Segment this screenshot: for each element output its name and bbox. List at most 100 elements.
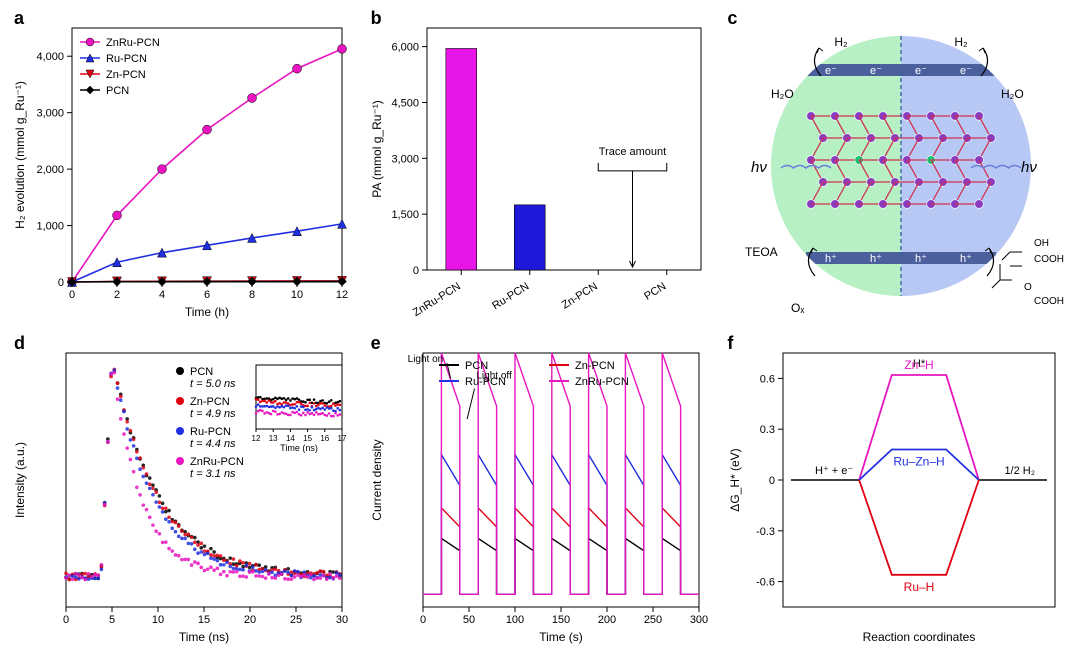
panel-d-chart: 051015202530Time (ns)Intensity (a.u.)PCN… xyxy=(10,331,356,647)
svg-text:10: 10 xyxy=(152,614,164,626)
svg-text:15: 15 xyxy=(198,614,210,626)
svg-text:Time (ns): Time (ns) xyxy=(280,443,318,453)
svg-text:25: 25 xyxy=(290,614,302,626)
svg-text:Zn-PCN: Zn-PCN xyxy=(559,280,599,311)
svg-text:Oₓ: Oₓ xyxy=(791,301,804,315)
svg-text:Time (h): Time (h) xyxy=(185,305,229,319)
panel-f: f -0.6-0.300.30.6ΔG_H* (eV)Reaction coor… xyxy=(723,331,1070,652)
svg-text:0: 0 xyxy=(420,614,426,626)
svg-text:PA (mmol g_Ru⁻¹): PA (mmol g_Ru⁻¹) xyxy=(370,100,384,197)
panel-d-label: d xyxy=(14,333,25,354)
svg-text:1/2 H₂: 1/2 H₂ xyxy=(1005,465,1036,477)
svg-text:14: 14 xyxy=(286,434,295,443)
svg-text:hν: hν xyxy=(1021,159,1037,176)
svg-text:4,000: 4,000 xyxy=(36,51,64,63)
svg-text:17: 17 xyxy=(338,434,347,443)
svg-text:5: 5 xyxy=(109,614,115,626)
svg-text:t = 4.4 ns: t = 4.4 ns xyxy=(190,438,236,450)
panel-c: c e⁻e⁻e⁻e⁻h⁺h⁺h⁺h⁺H₂H₂H₂OH₂OhνhνTEOAOₓOH… xyxy=(723,6,1070,327)
svg-text:4,500: 4,500 xyxy=(391,97,419,109)
svg-text:Intensity (a.u.): Intensity (a.u.) xyxy=(13,441,27,517)
panel-d: d 051015202530Time (ns)Intensity (a.u.)P… xyxy=(10,331,357,652)
panel-c-diagram: e⁻e⁻e⁻e⁻h⁺h⁺h⁺h⁺H₂H₂H₂OH₂OhνhνTEOAOₓOHCO… xyxy=(723,6,1069,322)
svg-text:-0.6: -0.6 xyxy=(756,576,775,588)
panel-a-label: a xyxy=(14,8,24,29)
svg-text:Reaction coordinates: Reaction coordinates xyxy=(863,630,976,644)
svg-text:Ru–Zn–H: Ru–Zn–H xyxy=(894,454,945,468)
svg-text:e⁻: e⁻ xyxy=(960,65,972,77)
svg-text:Ru-PCN: Ru-PCN xyxy=(190,426,231,438)
svg-text:6: 6 xyxy=(204,289,210,301)
figure-grid: a 0 2 4 6 8 10 12 0 1,000 2,000 3,000 4,000 Time (h)… xyxy=(0,0,1080,659)
panel-a-chart: 0 2 4 6 8 10 12 0 1,000 2,000 3,000 4,000 Time (h) H₂… xyxy=(10,6,356,322)
svg-text:H₂: H₂ xyxy=(955,35,969,49)
svg-text:Zn-PCN: Zn-PCN xyxy=(190,396,230,408)
svg-text:16: 16 xyxy=(320,434,329,443)
svg-text:PCN: PCN xyxy=(642,280,668,303)
svg-text:e⁻: e⁻ xyxy=(825,65,837,77)
svg-text:2,000: 2,000 xyxy=(36,164,64,176)
svg-text:30: 30 xyxy=(336,614,348,626)
svg-text:1,500: 1,500 xyxy=(391,209,419,221)
panel-f-chart: -0.6-0.300.30.6ΔG_H* (eV)Reaction coordi… xyxy=(723,331,1069,647)
svg-text:1,000: 1,000 xyxy=(36,221,64,233)
svg-text:Ru–H: Ru–H xyxy=(904,579,935,593)
svg-text:ZnRu-PCN: ZnRu-PCN xyxy=(411,280,463,319)
svg-text:0: 0 xyxy=(769,475,775,487)
svg-text:50: 50 xyxy=(463,614,475,626)
svg-text:0: 0 xyxy=(69,289,75,301)
panel-b-label: b xyxy=(371,8,382,29)
svg-text:t = 4.9 ns: t = 4.9 ns xyxy=(190,408,236,420)
svg-text:e⁻: e⁻ xyxy=(915,65,927,77)
svg-text:3,000: 3,000 xyxy=(391,153,419,165)
svg-text:Time (s): Time (s) xyxy=(539,630,583,644)
svg-text:12: 12 xyxy=(252,434,261,443)
svg-text:0: 0 xyxy=(63,614,69,626)
svg-text:8: 8 xyxy=(249,289,255,301)
svg-text:h⁺: h⁺ xyxy=(960,253,972,265)
svg-text:O: O xyxy=(1024,282,1032,293)
svg-text:0: 0 xyxy=(58,277,64,289)
panel-e-label: e xyxy=(371,333,381,354)
svg-text:2: 2 xyxy=(114,289,120,301)
panel-b-chart: 0 1,500 3,000 4,500 6,000 PA (mmol g_Ru⁻¹) ZnR… xyxy=(367,6,713,322)
svg-text:0: 0 xyxy=(413,265,419,277)
panel-e-chart: 050100150200250300Time (s)Current densit… xyxy=(367,331,713,647)
svg-text:ZnRu-PCN: ZnRu-PCN xyxy=(106,37,160,49)
svg-text:H₂ evolution (mmol g_Ru⁻¹): H₂ evolution (mmol g_Ru⁻¹) xyxy=(13,81,27,229)
svg-text:200: 200 xyxy=(597,614,615,626)
panel-a: a 0 2 4 6 8 10 12 0 1,000 2,000 3,000 4,000 Time (h)… xyxy=(10,6,357,327)
svg-text:6,000: 6,000 xyxy=(391,42,419,54)
svg-text:e⁻: e⁻ xyxy=(870,65,882,77)
svg-text:PCN: PCN xyxy=(106,85,129,97)
svg-text:300: 300 xyxy=(689,614,707,626)
svg-text:H₂: H₂ xyxy=(835,35,849,49)
svg-text:H⁺ + e⁻: H⁺ + e⁻ xyxy=(815,465,853,477)
panel-b: b 0 1,500 3,000 4,500 6,000 PA (mmol g_Ru⁻¹) Z… xyxy=(367,6,714,327)
svg-text:150: 150 xyxy=(551,614,569,626)
svg-text:100: 100 xyxy=(505,614,523,626)
svg-text:h⁺: h⁺ xyxy=(870,253,882,265)
svg-text:ΔG_H* (eV): ΔG_H* (eV) xyxy=(728,448,742,511)
svg-text:Zn-PCN: Zn-PCN xyxy=(106,69,146,81)
svg-text:OH: OH xyxy=(1034,238,1049,249)
svg-text:13: 13 xyxy=(269,434,278,443)
svg-text:3,000: 3,000 xyxy=(36,108,64,120)
svg-text:H₂O: H₂O xyxy=(771,87,794,101)
svg-text:H₂O: H₂O xyxy=(1001,87,1024,101)
svg-text:10: 10 xyxy=(291,289,303,301)
svg-text:h⁺: h⁺ xyxy=(915,253,927,265)
svg-text:Zn-PCN: Zn-PCN xyxy=(575,360,615,372)
svg-text:PCN: PCN xyxy=(190,366,213,378)
svg-text:TEOA: TEOA xyxy=(745,245,778,259)
svg-text:-0.3: -0.3 xyxy=(756,525,775,537)
svg-text:Ru-PCN: Ru-PCN xyxy=(106,53,147,65)
svg-text:4: 4 xyxy=(159,289,165,301)
svg-text:Light on: Light on xyxy=(407,354,443,365)
svg-text:12: 12 xyxy=(336,289,348,301)
panel-c-label: c xyxy=(727,8,737,29)
svg-text:hν: hν xyxy=(751,159,767,176)
svg-text:15: 15 xyxy=(303,434,312,443)
svg-text:250: 250 xyxy=(643,614,661,626)
svg-text:ZnRu-PCN: ZnRu-PCN xyxy=(190,456,244,468)
